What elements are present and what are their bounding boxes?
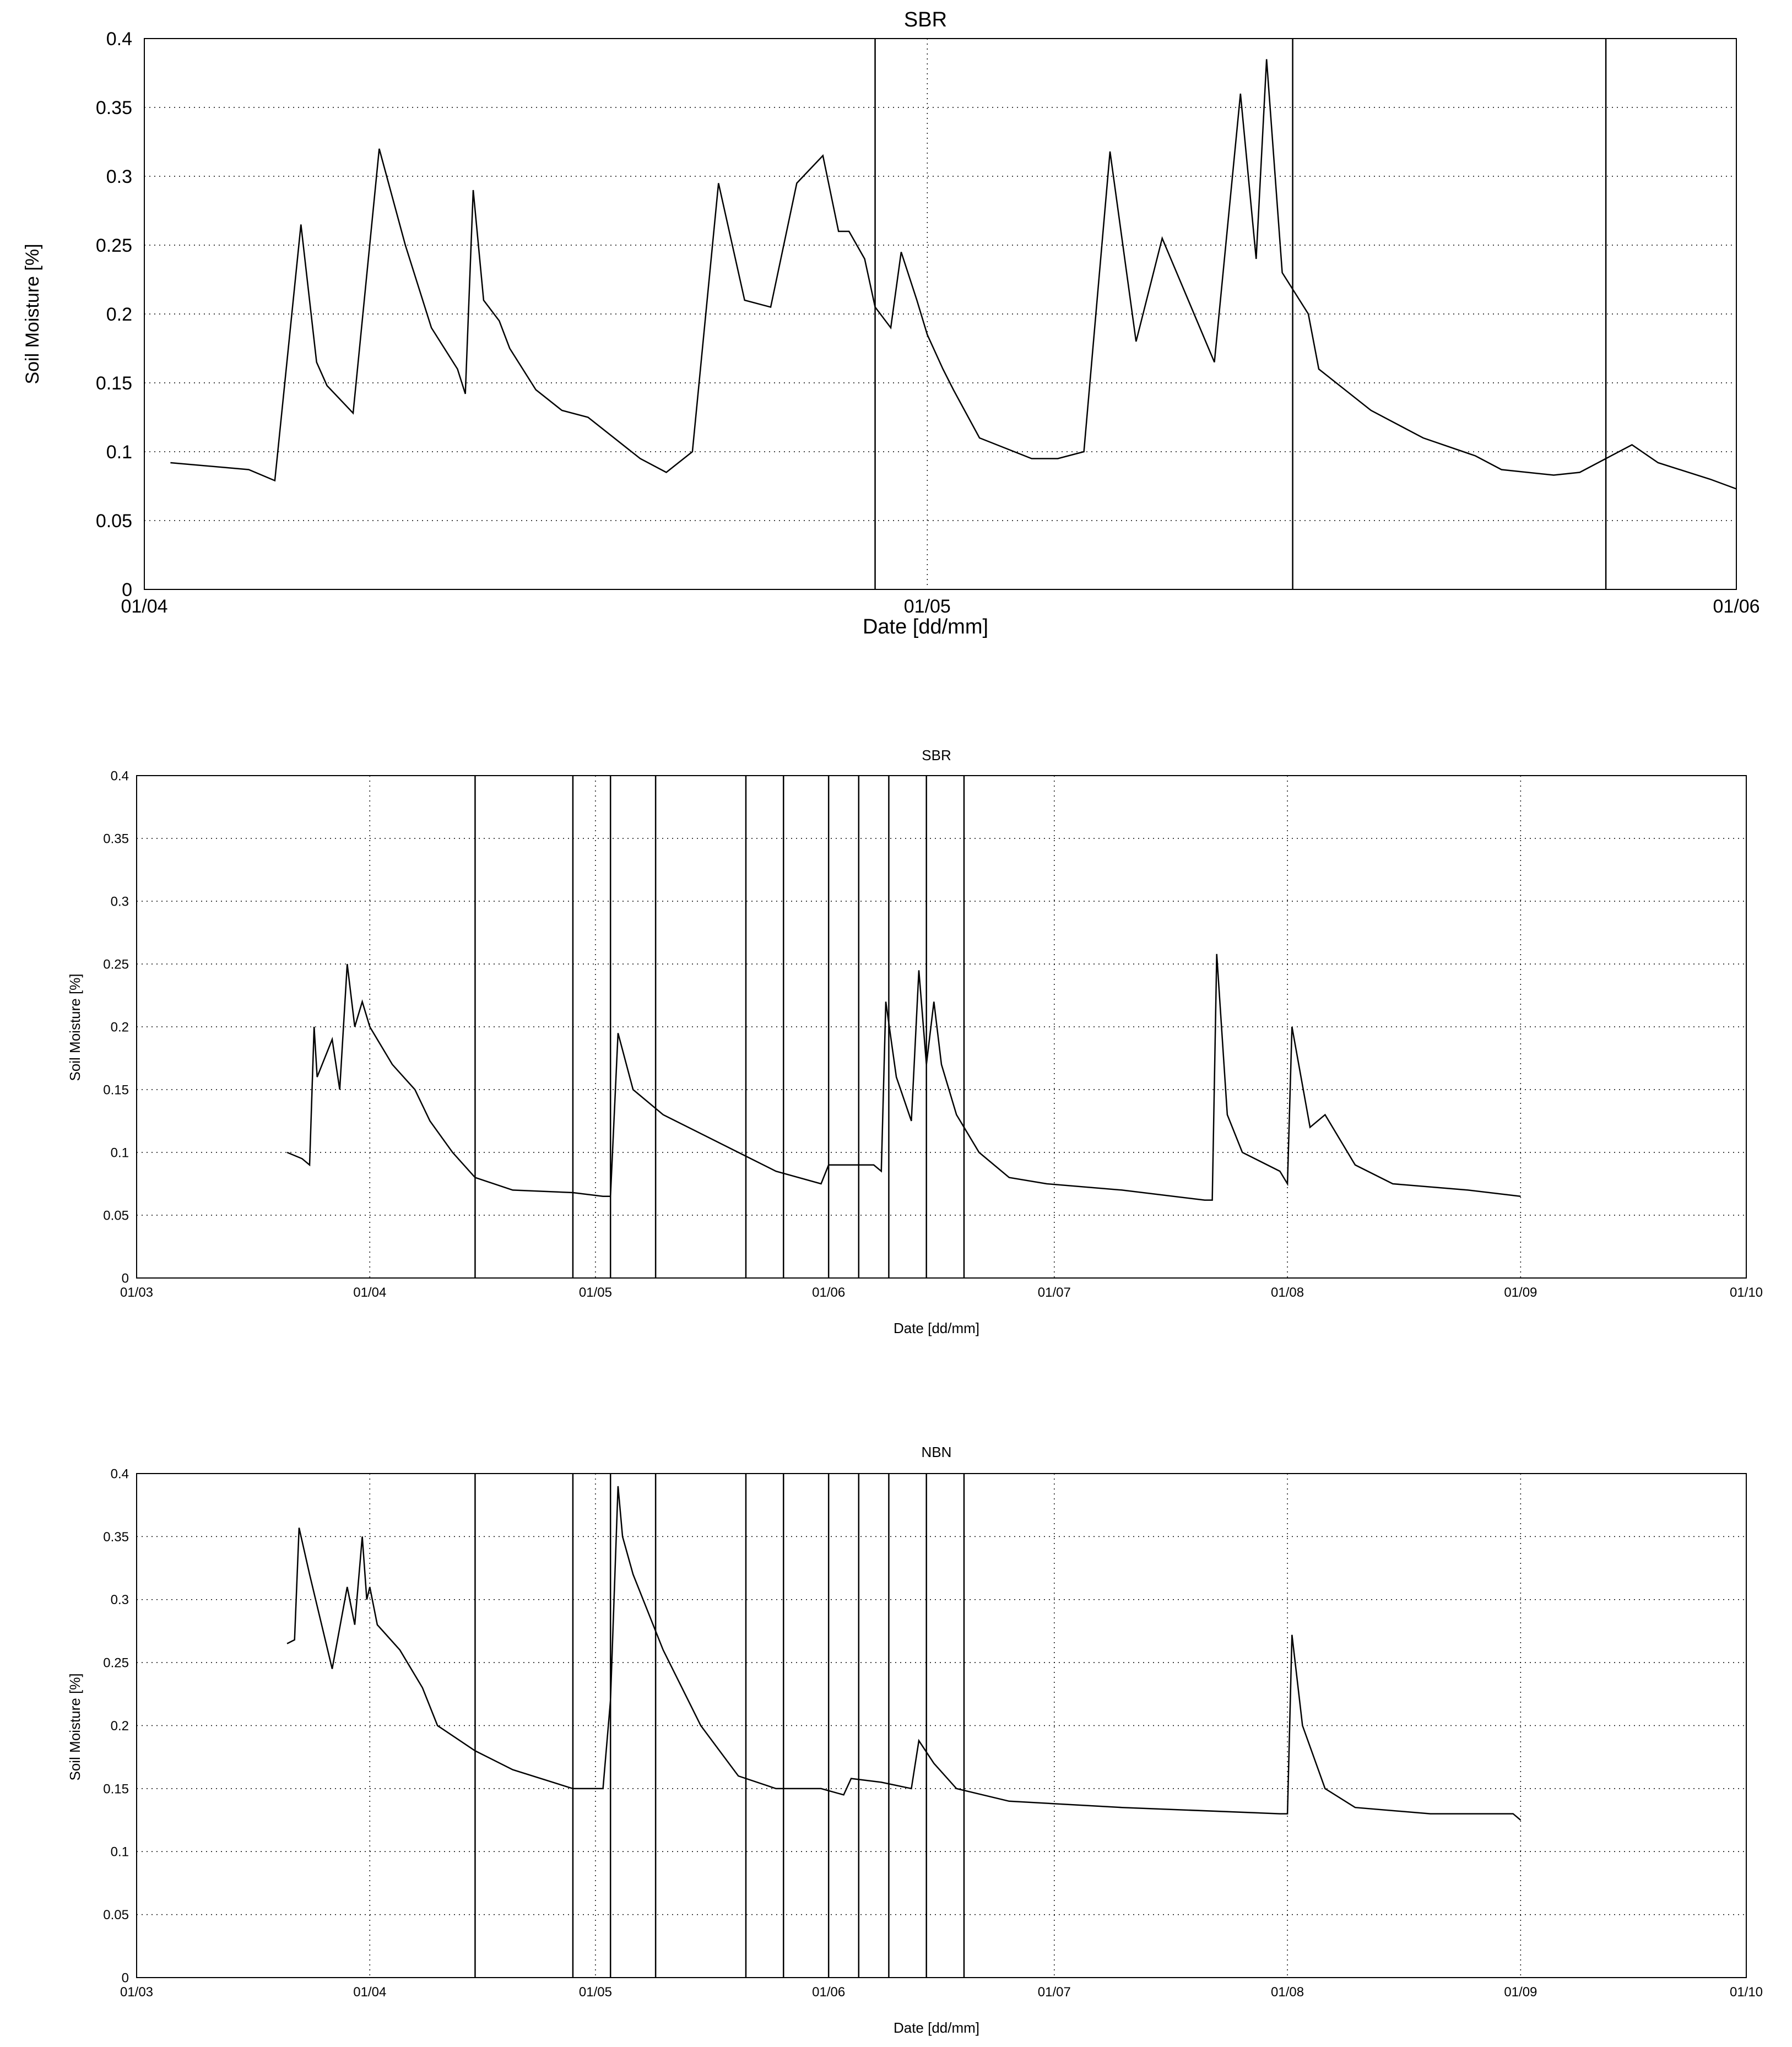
- y-tick-label: 0.25: [103, 957, 129, 972]
- y-tick-label: 0.3: [111, 1593, 129, 1607]
- x-tick-label: 01/06: [812, 1285, 845, 1300]
- y-tick-label: 0.4: [111, 1466, 129, 1481]
- x-tick-label: 01/04: [353, 1985, 386, 2000]
- x-tick-label: 01/07: [1038, 1285, 1071, 1300]
- x-tick-label: 01/04: [353, 1285, 386, 1300]
- chart-1-event-lines: [874, 39, 1607, 589]
- x-tick-label: 01/09: [1504, 1985, 1537, 2000]
- y-tick-label: 0.3: [111, 894, 129, 909]
- y-tick-label: 0.25: [103, 1656, 129, 1671]
- y-tick-label: 0.1: [111, 1845, 129, 1860]
- y-tick-label: 0.05: [103, 1908, 129, 1923]
- y-tick-label: 0.1: [111, 1145, 129, 1160]
- y-tick-label: 0.35: [96, 98, 132, 118]
- y-tick-label: 0.4: [111, 768, 129, 783]
- x-tick-label: 01/05: [904, 596, 951, 617]
- chart-3-title: NBN: [922, 1444, 952, 1460]
- x-tick-label: 01/05: [579, 1985, 612, 2000]
- y-tick-label: 0.05: [96, 511, 132, 532]
- y-tick-label: 0.2: [106, 304, 132, 325]
- x-tick-label: 01/05: [579, 1285, 612, 1300]
- chart-2-y-axis-label: Soil Moisture [%]: [67, 973, 83, 1081]
- chart-panel-1: SBR 01/04 01/05 01/06 00.050.10.150.20.250…: [22, 8, 1760, 638]
- chart-2-series-line: [286, 954, 1521, 1201]
- x-tick-label: 01/03: [120, 1285, 153, 1300]
- x-tick-label: 01/03: [120, 1985, 153, 2000]
- chart-3-series-line: [286, 1486, 1522, 1821]
- x-tick-label: 01/04: [121, 596, 167, 617]
- chart-1-gridlines: [144, 39, 1736, 589]
- chart-1-plot-frame: [144, 38, 1737, 590]
- chart-1-y-tick-labels: 0 0.05 0.1 0.15 0.2 0.25 0.3 0.35 0.4: [96, 29, 132, 600]
- y-tick-label: 0.05: [103, 1208, 129, 1223]
- chart-1-y-axis-label: Soil Moisture [%]: [22, 243, 43, 384]
- chart-2-title: SBR: [922, 747, 951, 763]
- chart-3-gridlines: [137, 1474, 1746, 1978]
- x-tick-label: 01/06: [812, 1985, 845, 2000]
- chart-2-x-tick-labels: 01/03 01/04 01/05 01/06 01/07 01/08 01/09 01/10: [120, 1285, 1763, 1300]
- y-tick-label: 0.4: [106, 29, 132, 50]
- chart-panel-2: SBR 01/03 01/04 01/05 01/06 01/07 01/08 01/09 0…: [67, 747, 1763, 1336]
- y-tick-label: 0.35: [103, 831, 129, 846]
- y-tick-label: 0: [122, 1271, 129, 1286]
- chart-3-plot-frame: [136, 1473, 1747, 1978]
- chart-1-title: SBR: [904, 8, 947, 31]
- chart-2-plot-frame: [136, 775, 1747, 1279]
- y-tick-label: 0.2: [111, 1020, 129, 1035]
- y-tick-label: 0.15: [103, 1082, 129, 1097]
- y-tick-label: 0.35: [103, 1530, 129, 1545]
- chart-2-y-tick-labels: 0 0.05 0.1 0.15 0.2 0.25 0.3 0.35 0.4: [103, 768, 129, 1286]
- x-tick-label: 01/08: [1271, 1985, 1304, 2000]
- chart-1-x-tick-labels: 01/04 01/05 01/06: [121, 596, 1759, 617]
- x-tick-label: 01/08: [1271, 1285, 1304, 1300]
- y-tick-label: 0.3: [106, 166, 132, 187]
- y-tick-label: 0.15: [96, 373, 132, 394]
- y-tick-label: 0.2: [111, 1719, 129, 1734]
- chart-panel-3: NBN 01/03 01/04 01/05 01/06 01/07 01/08 01/09 0…: [67, 1444, 1763, 2036]
- x-tick-label: 01/07: [1038, 1985, 1071, 2000]
- y-tick-label: 0: [122, 1970, 129, 1985]
- y-tick-label: 0: [122, 580, 132, 600]
- chart-3-x-axis-label: Date [dd/mm]: [894, 2019, 979, 2036]
- chart-1-series-line: [170, 59, 1737, 490]
- x-tick-label: 01/10: [1730, 1985, 1763, 2000]
- chart-2-gridlines: [137, 776, 1746, 1278]
- chart-3-y-axis-label: Soil Moisture [%]: [67, 1673, 83, 1780]
- chart-3-y-tick-labels: 0 0.05 0.1 0.15 0.2 0.25 0.3 0.35 0.4: [103, 1466, 129, 1985]
- y-tick-label: 0.15: [103, 1781, 129, 1796]
- y-tick-label: 0.1: [106, 442, 132, 463]
- chart-3-x-tick-labels: 01/03 01/04 01/05 01/06 01/07 01/08 01/09 01/10: [120, 1985, 1763, 2000]
- x-tick-label: 01/09: [1504, 1285, 1537, 1300]
- x-tick-label: 01/10: [1730, 1285, 1763, 1300]
- chart-2-x-axis-label: Date [dd/mm]: [894, 1320, 979, 1336]
- x-tick-label: 01/06: [1713, 596, 1759, 617]
- chart-3-event-lines: [474, 1474, 965, 1978]
- y-tick-label: 0.25: [96, 235, 132, 256]
- chart-1-x-axis-label: Date [dd/mm]: [863, 615, 988, 638]
